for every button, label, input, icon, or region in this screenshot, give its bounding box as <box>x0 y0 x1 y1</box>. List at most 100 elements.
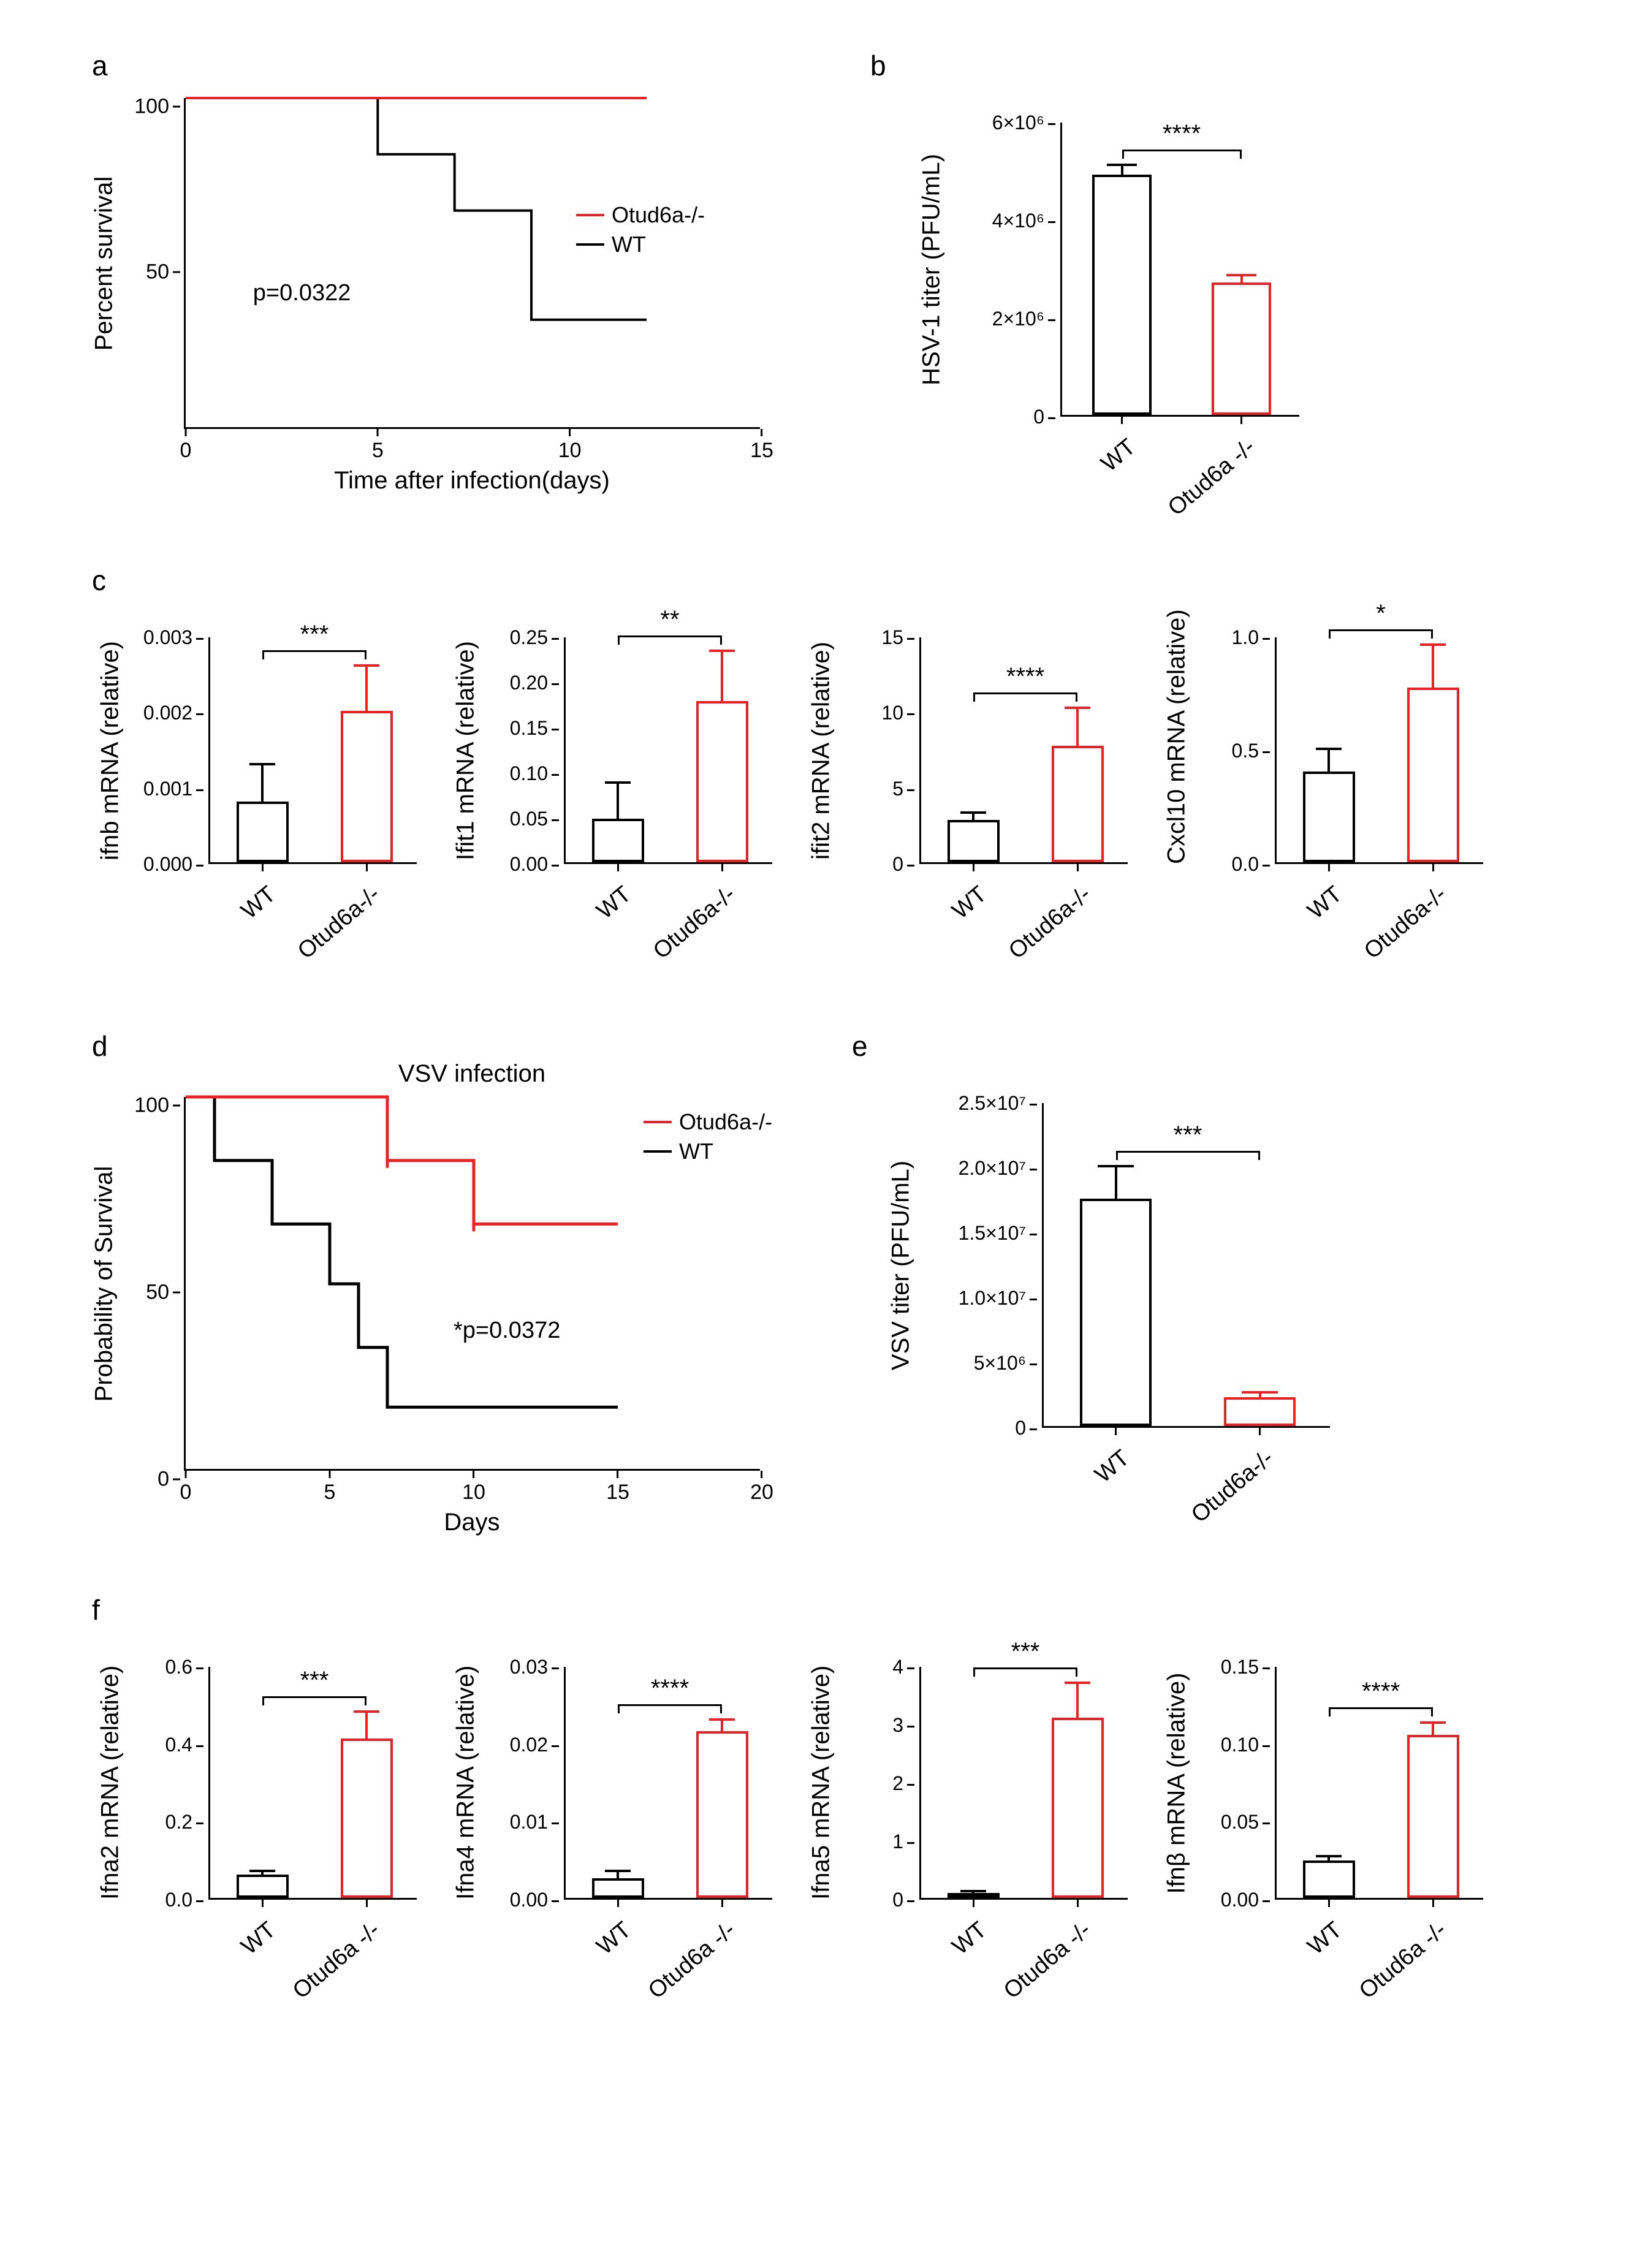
legend: Otud6a-/-WT <box>576 202 705 261</box>
chart-title: VSV infection <box>184 1060 760 1088</box>
legend-item: WT <box>644 1139 772 1164</box>
panel-letter-b: b <box>870 49 886 82</box>
category-label: WT <box>592 1917 637 1960</box>
y-tick: 1 <box>892 1830 914 1853</box>
y-axis-label: Percent survival <box>91 98 118 429</box>
bar <box>1303 1860 1355 1898</box>
x-tick: 15 <box>750 429 773 463</box>
y-tick: 1.0×10⁷ <box>959 1287 1037 1310</box>
bar-chart-f-3: 0.000.050.100.15 ****WTOtud6a -/-Ifnβ mR… <box>1177 1624 1495 2004</box>
y-tick: 2 <box>892 1772 914 1795</box>
y-tick: 0 <box>1015 1417 1037 1439</box>
x-tick-mark <box>1077 864 1079 871</box>
category-label: WT <box>1303 881 1348 925</box>
y-tick: 0.05 <box>510 808 559 830</box>
plot-area: 01234 *** <box>919 1667 1128 1900</box>
bar <box>592 1878 644 1898</box>
y-tick: 6×10⁶ <box>992 112 1055 134</box>
bar-chart-vsv-titer: 05×10⁶1.0×10⁷1.5×10⁷2.0×10⁷2.5×10⁷ *** WT… <box>901 1060 1342 1538</box>
plot-area: 051015 **** <box>919 637 1128 864</box>
y-tick: 0.003 <box>143 626 203 649</box>
x-tick-mark <box>1240 417 1242 424</box>
panel-letter-c: c <box>92 564 106 597</box>
plot-area: 0.000.010.020.03 **** <box>564 1667 772 1900</box>
bar <box>1080 1199 1152 1426</box>
x-tick-mark <box>1432 864 1434 871</box>
bar <box>696 1731 748 1898</box>
category-label: WT <box>592 881 637 925</box>
y-tick: 0 <box>1033 406 1055 428</box>
y-tick: 0.15 <box>510 717 559 740</box>
panel-b: b 02×10⁶4×10⁶6×10⁶ ****WTOtud6a -/-HSV-1… <box>932 80 1312 521</box>
category-label: WT <box>1096 434 1141 477</box>
bar <box>948 1893 1000 1898</box>
row-d-e: d VSV infection05010005101520*p=0.0372Ot… <box>110 1060 1527 1538</box>
y-tick: 3 <box>892 1714 914 1737</box>
panel-letter-f: f <box>92 1593 100 1626</box>
p-value-text: *p=0.0372 <box>454 1318 560 1344</box>
x-tick-mark <box>1328 864 1330 871</box>
legend-swatch <box>576 214 604 216</box>
category-label: Otud6a-/- <box>293 881 386 965</box>
plot-area: 0.000.050.100.150.200.25 ** <box>564 637 772 864</box>
y-tick: 0.15 <box>1221 1656 1270 1678</box>
row-c: c 0.0000.0010.0020.003 ***WTOtud6a-/-ifn… <box>110 594 1527 962</box>
row-a-b: a 50100051015p=0.0322Otud6a-/-WTPercent … <box>110 49 1527 521</box>
y-tick: 50 <box>146 1281 180 1305</box>
x-tick-mark <box>617 864 619 871</box>
y-axis-label: ifit2 mRNA (relative) <box>808 637 835 864</box>
bar-chart-c-2: 051015 ****WTOtud6a-/-ifit2 mRNA (relati… <box>821 594 1140 962</box>
x-tick-mark <box>1121 417 1123 424</box>
x-tick-mark <box>617 1900 619 1907</box>
legend-swatch <box>576 243 604 246</box>
legend-label: Otud6a-/- <box>679 1109 772 1135</box>
category-label: Otud6a -/- <box>1163 434 1260 521</box>
survival-lines <box>186 98 762 429</box>
row-f: f 0.00.20.40.6 ***WTOtud6a -/-Ifna2 mRNA… <box>110 1624 1527 2004</box>
x-tick: 5 <box>372 429 384 463</box>
series-wt <box>186 1097 618 1407</box>
y-tick: 5×10⁶ <box>974 1352 1037 1375</box>
x-axis-label: Time after infection(days) <box>184 467 760 495</box>
y-tick: 0.00 <box>510 1889 559 1911</box>
y-tick: 0 <box>892 853 914 876</box>
bar <box>341 711 393 862</box>
bar-chart-c-1: 0.000.050.100.150.200.25 **WTOtud6a-/-If… <box>466 594 784 962</box>
y-tick: 0.0 <box>1232 853 1270 876</box>
y-tick: 0.5 <box>1232 740 1270 762</box>
category-label: WT <box>948 881 992 925</box>
category-label: WT <box>1090 1445 1134 1489</box>
y-axis-label: Cxcl10 mRNA (relative) <box>1163 637 1191 864</box>
y-tick: 4×10⁶ <box>992 210 1055 232</box>
y-tick: 15 <box>881 626 914 649</box>
y-axis-label: HSV-1 titer (PFU/mL) <box>918 123 946 417</box>
y-tick: 0.00 <box>1221 1889 1270 1911</box>
category-label: WT <box>1303 1917 1348 1960</box>
bar-chart-c-3: 0.00.51.0 *WTOtud6a-/-Cxcl10 mRNA (relat… <box>1177 594 1495 962</box>
bar <box>237 802 289 862</box>
legend-swatch <box>644 1150 672 1153</box>
x-tick-mark <box>1259 1428 1261 1435</box>
x-tick-mark <box>366 864 368 871</box>
x-tick-mark <box>262 1900 264 1907</box>
y-axis-label: Ifnβ mRNA (relative) <box>1163 1667 1191 1900</box>
y-tick: 0.02 <box>510 1734 559 1756</box>
bar <box>1407 688 1459 862</box>
x-axis-label: Days <box>184 1509 760 1536</box>
panel-c-charts: 0.0000.0010.0020.003 ***WTOtud6a-/-ifnb … <box>110 594 1527 962</box>
survival-chart-vsv: VSV infection05010005101520*p=0.0372Otud… <box>110 1060 772 1538</box>
y-tick: 0.00 <box>510 853 559 876</box>
x-tick-mark <box>262 864 264 871</box>
x-tick-mark <box>1077 1900 1079 1907</box>
panel-a: a 50100051015p=0.0322Otud6a-/-WTPercent … <box>110 80 772 496</box>
category-label: Otud6a-/- <box>1187 1445 1279 1528</box>
category-label: WT <box>237 1917 281 1960</box>
plot-area: 0.00.20.40.6 *** <box>208 1667 417 1900</box>
x-tick: 0 <box>180 1471 192 1504</box>
panel-letter-e: e <box>852 1030 868 1063</box>
plot-area: 05×10⁶1.0×10⁷1.5×10⁷2.0×10⁷2.5×10⁷ *** <box>1042 1103 1330 1428</box>
x-tick-mark <box>973 864 974 871</box>
category-label: Otud6a -/- <box>644 1917 741 2004</box>
bar-chart-f-2: 01234 ***WTOtud6a -/-Ifna5 mRNA (relativ… <box>821 1624 1140 2004</box>
plot-area: 0.00.51.0 * <box>1275 637 1483 864</box>
